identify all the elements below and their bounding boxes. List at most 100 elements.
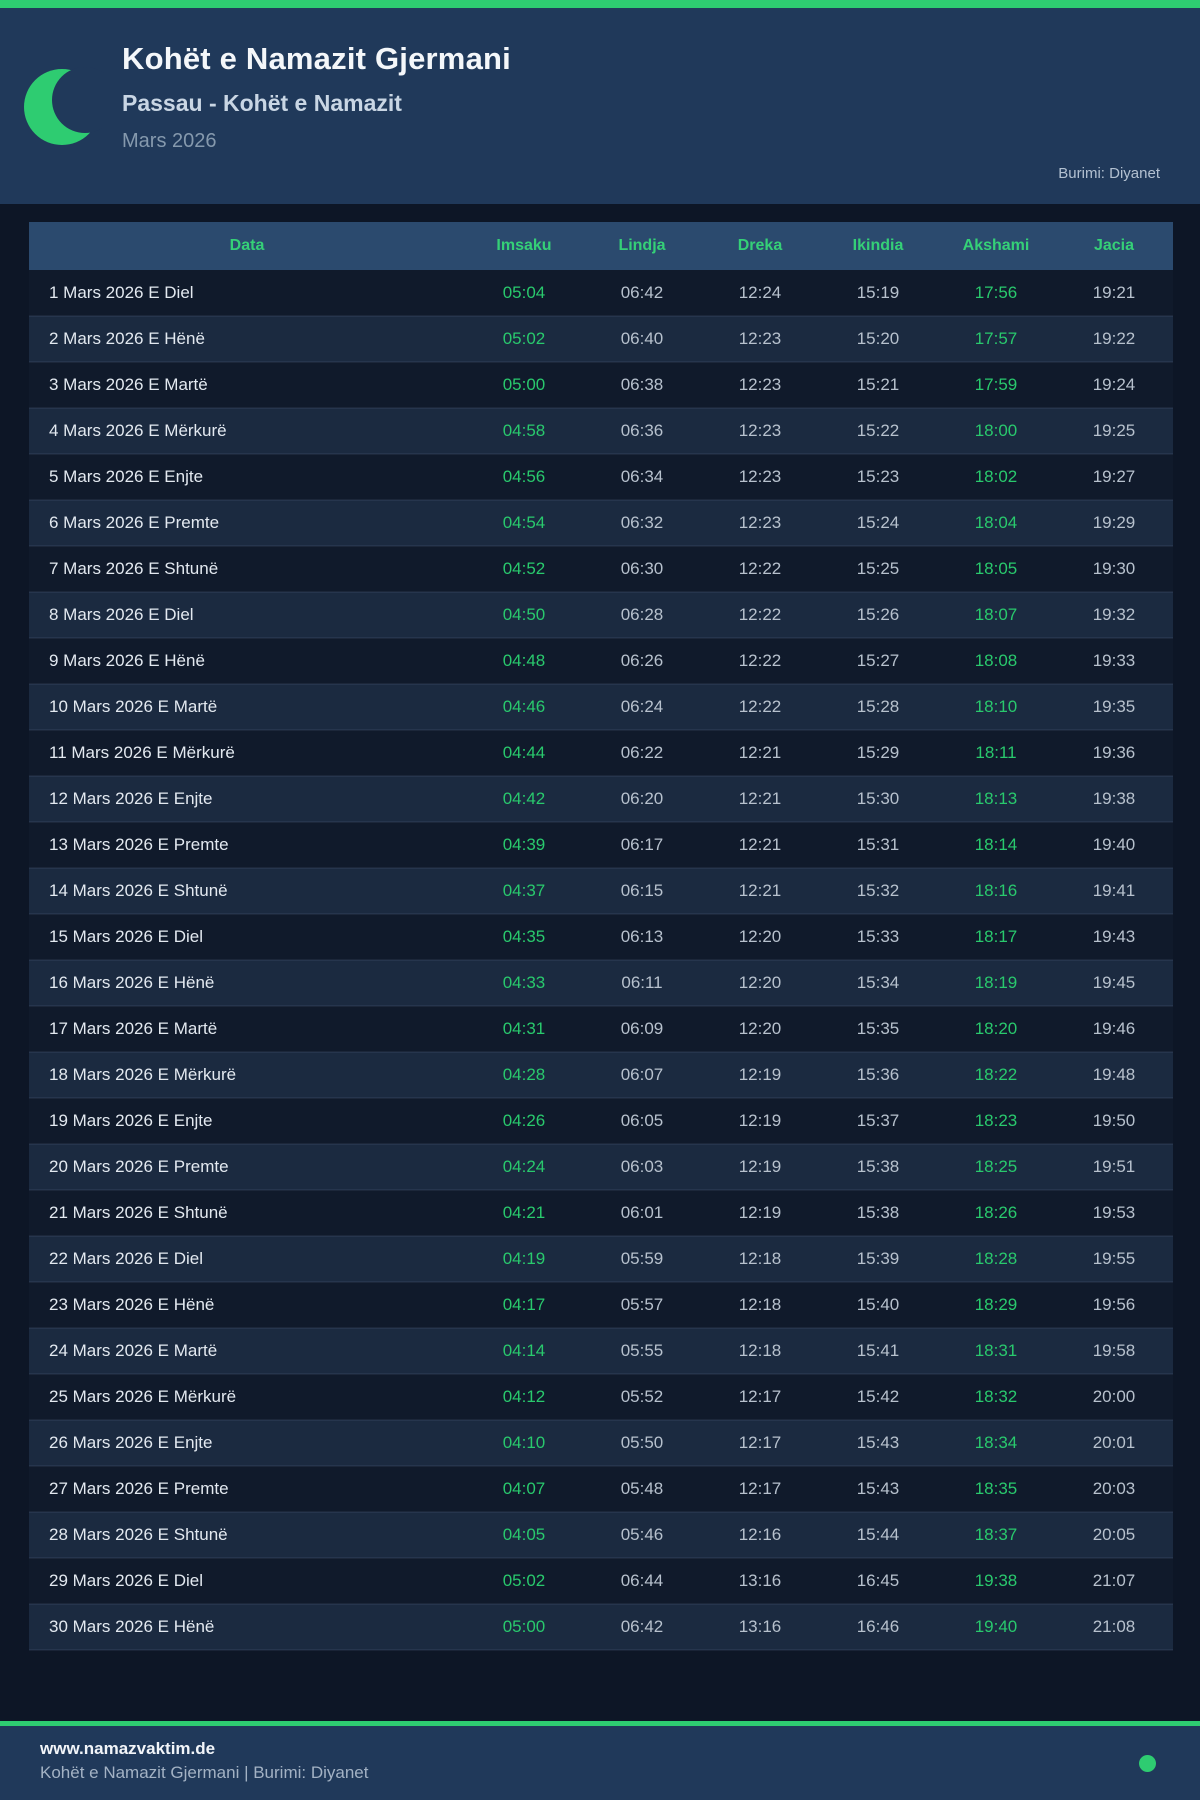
- prayer-times-table: Data Imsaku Lindja Dreka Ikindia Akshami Jacia…: [29, 222, 1173, 1651]
- time-cell-lindja: 05:48: [583, 1466, 701, 1513]
- time-cell-ikindia: 15:27: [819, 638, 937, 685]
- date-cell: 19 Mars 2026 E Enjte: [29, 1098, 465, 1145]
- time-cell-ikindia: 15:43: [819, 1420, 937, 1467]
- time-cell-dreka: 12:22: [701, 638, 819, 685]
- time-cell-dreka: 12:23: [701, 316, 819, 363]
- green-dot-icon: [1139, 1755, 1156, 1772]
- time-cell-ikindia: 15:31: [819, 822, 937, 869]
- time-cell-jacia: 19:24: [1055, 362, 1173, 409]
- time-cell-dreka: 12:16: [701, 1512, 819, 1559]
- time-cell-jacia: 19:29: [1055, 500, 1173, 547]
- date-cell: 26 Mars 2026 E Enjte: [29, 1420, 465, 1467]
- time-cell-dreka: 12:21: [701, 730, 819, 777]
- time-cell-imsaku: 04:46: [465, 684, 583, 731]
- time-cell-jacia: 19:58: [1055, 1328, 1173, 1375]
- time-cell-dreka: 13:16: [701, 1558, 819, 1605]
- crescent-moon-icon: [24, 67, 104, 145]
- time-cell-imsaku: 04:12: [465, 1374, 583, 1421]
- time-cell-akshami: 18:19: [937, 960, 1055, 1007]
- time-cell-jacia: 21:08: [1055, 1604, 1173, 1651]
- time-cell-lindja: 06:38: [583, 362, 701, 409]
- time-cell-lindja: 06:13: [583, 914, 701, 961]
- date-cell: 9 Mars 2026 E Hënë: [29, 638, 465, 685]
- date-cell: 16 Mars 2026 E Hënë: [29, 960, 465, 1007]
- time-cell-akshami: 18:13: [937, 776, 1055, 823]
- table-row: 24 Mars 2026 E Martë 04:14 05:55 12:18 15:41…: [29, 1328, 1173, 1375]
- website-url: www.namazvaktim.de: [40, 1739, 216, 1758]
- table-row: 23 Mars 2026 E Hënë 04:17 05:57 12:18 15:40 1…: [29, 1282, 1173, 1329]
- time-cell-dreka: 12:20: [701, 960, 819, 1007]
- table-row: 13 Mars 2026 E Premte 04:39 06:17 12:21 15:3…: [29, 822, 1173, 869]
- time-cell-akshami: 18:11: [937, 730, 1055, 777]
- time-cell-dreka: 12:21: [701, 868, 819, 915]
- time-cell-dreka: 12:21: [701, 776, 819, 823]
- source-label: Burimi: Diyanet: [1058, 165, 1160, 182]
- time-cell-imsaku: 04:50: [465, 592, 583, 639]
- time-cell-imsaku: 04:58: [465, 408, 583, 455]
- column-header-imsaku: Imsaku: [465, 222, 583, 270]
- table-header-row: Data Imsaku Lindja Dreka Ikindia Akshami Jacia: [29, 222, 1173, 270]
- date-cell: 7 Mars 2026 E Shtunë: [29, 546, 465, 593]
- time-cell-lindja: 06:22: [583, 730, 701, 777]
- date-cell: 23 Mars 2026 E Hënë: [29, 1282, 465, 1329]
- time-cell-lindja: 06:05: [583, 1098, 701, 1145]
- time-cell-dreka: 12:23: [701, 500, 819, 547]
- table-row: 5 Mars 2026 E Enjte 04:56 06:34 12:23 15:23 1…: [29, 454, 1173, 501]
- date-cell: 25 Mars 2026 E Mërkurë: [29, 1374, 465, 1421]
- time-cell-dreka: 12:23: [701, 362, 819, 409]
- time-cell-jacia: 19:27: [1055, 454, 1173, 501]
- time-cell-jacia: 19:53: [1055, 1190, 1173, 1237]
- date-cell: 28 Mars 2026 E Shtunë: [29, 1512, 465, 1559]
- time-cell-lindja: 06:44: [583, 1558, 701, 1605]
- time-cell-dreka: 12:17: [701, 1466, 819, 1513]
- time-cell-ikindia: 16:45: [819, 1558, 937, 1605]
- table-row: 26 Mars 2026 E Enjte 04:10 05:50 12:17 15:43…: [29, 1420, 1173, 1467]
- time-cell-lindja: 05:57: [583, 1282, 701, 1329]
- date-cell: 6 Mars 2026 E Premte: [29, 500, 465, 547]
- table-row: 27 Mars 2026 E Premte 04:07 05:48 12:17 15:4…: [29, 1466, 1173, 1513]
- time-cell-dreka: 12:24: [701, 270, 819, 317]
- time-cell-jacia: 19:32: [1055, 592, 1173, 639]
- time-cell-ikindia: 15:30: [819, 776, 937, 823]
- date-cell: 20 Mars 2026 E Premte: [29, 1144, 465, 1191]
- time-cell-imsaku: 04:42: [465, 776, 583, 823]
- table-row: 25 Mars 2026 E Mërkurë 04:12 05:52 12:17 15:…: [29, 1374, 1173, 1421]
- time-cell-akshami: 18:35: [937, 1466, 1055, 1513]
- date-cell: 3 Mars 2026 E Martë: [29, 362, 465, 409]
- time-cell-lindja: 06:01: [583, 1190, 701, 1237]
- time-cell-imsaku: 04:54: [465, 500, 583, 547]
- top-accent-bar: [0, 0, 1200, 8]
- time-cell-imsaku: 04:07: [465, 1466, 583, 1513]
- time-cell-ikindia: 15:40: [819, 1282, 937, 1329]
- time-cell-dreka: 12:19: [701, 1052, 819, 1099]
- date-cell: 17 Mars 2026 E Martë: [29, 1006, 465, 1053]
- time-cell-akshami: 18:00: [937, 408, 1055, 455]
- time-cell-lindja: 06:42: [583, 270, 701, 317]
- time-cell-lindja: 06:09: [583, 1006, 701, 1053]
- time-cell-imsaku: 04:21: [465, 1190, 583, 1237]
- column-header-jacia: Jacia: [1055, 222, 1173, 270]
- time-cell-jacia: 19:56: [1055, 1282, 1173, 1329]
- time-cell-ikindia: 15:29: [819, 730, 937, 777]
- date-cell: 21 Mars 2026 E Shtunë: [29, 1190, 465, 1237]
- time-cell-lindja: 06:26: [583, 638, 701, 685]
- time-cell-ikindia: 15:35: [819, 1006, 937, 1053]
- time-cell-ikindia: 15:34: [819, 960, 937, 1007]
- time-cell-imsaku: 05:00: [465, 362, 583, 409]
- date-cell: 18 Mars 2026 E Mërkurë: [29, 1052, 465, 1099]
- time-cell-jacia: 20:00: [1055, 1374, 1173, 1421]
- page-subtitle: Passau - Kohët e Namazit: [122, 90, 402, 117]
- table-header: Data Imsaku Lindja Dreka Ikindia Akshami Jacia: [29, 222, 1173, 270]
- time-cell-imsaku: 04:37: [465, 868, 583, 915]
- time-cell-imsaku: 05:02: [465, 1558, 583, 1605]
- time-cell-dreka: 12:21: [701, 822, 819, 869]
- date-cell: 4 Mars 2026 E Mërkurë: [29, 408, 465, 455]
- table-row: 9 Mars 2026 E Hënë 04:48 06:26 12:22 15:27 18…: [29, 638, 1173, 685]
- table-row: 11 Mars 2026 E Mërkurë 04:44 06:22 12:21 15:…: [29, 730, 1173, 777]
- table-row: 3 Mars 2026 E Martë 05:00 06:38 12:23 15:21 1…: [29, 362, 1173, 409]
- time-cell-jacia: 19:43: [1055, 914, 1173, 961]
- time-cell-ikindia: 15:22: [819, 408, 937, 455]
- time-cell-dreka: 12:22: [701, 546, 819, 593]
- time-cell-akshami: 18:29: [937, 1282, 1055, 1329]
